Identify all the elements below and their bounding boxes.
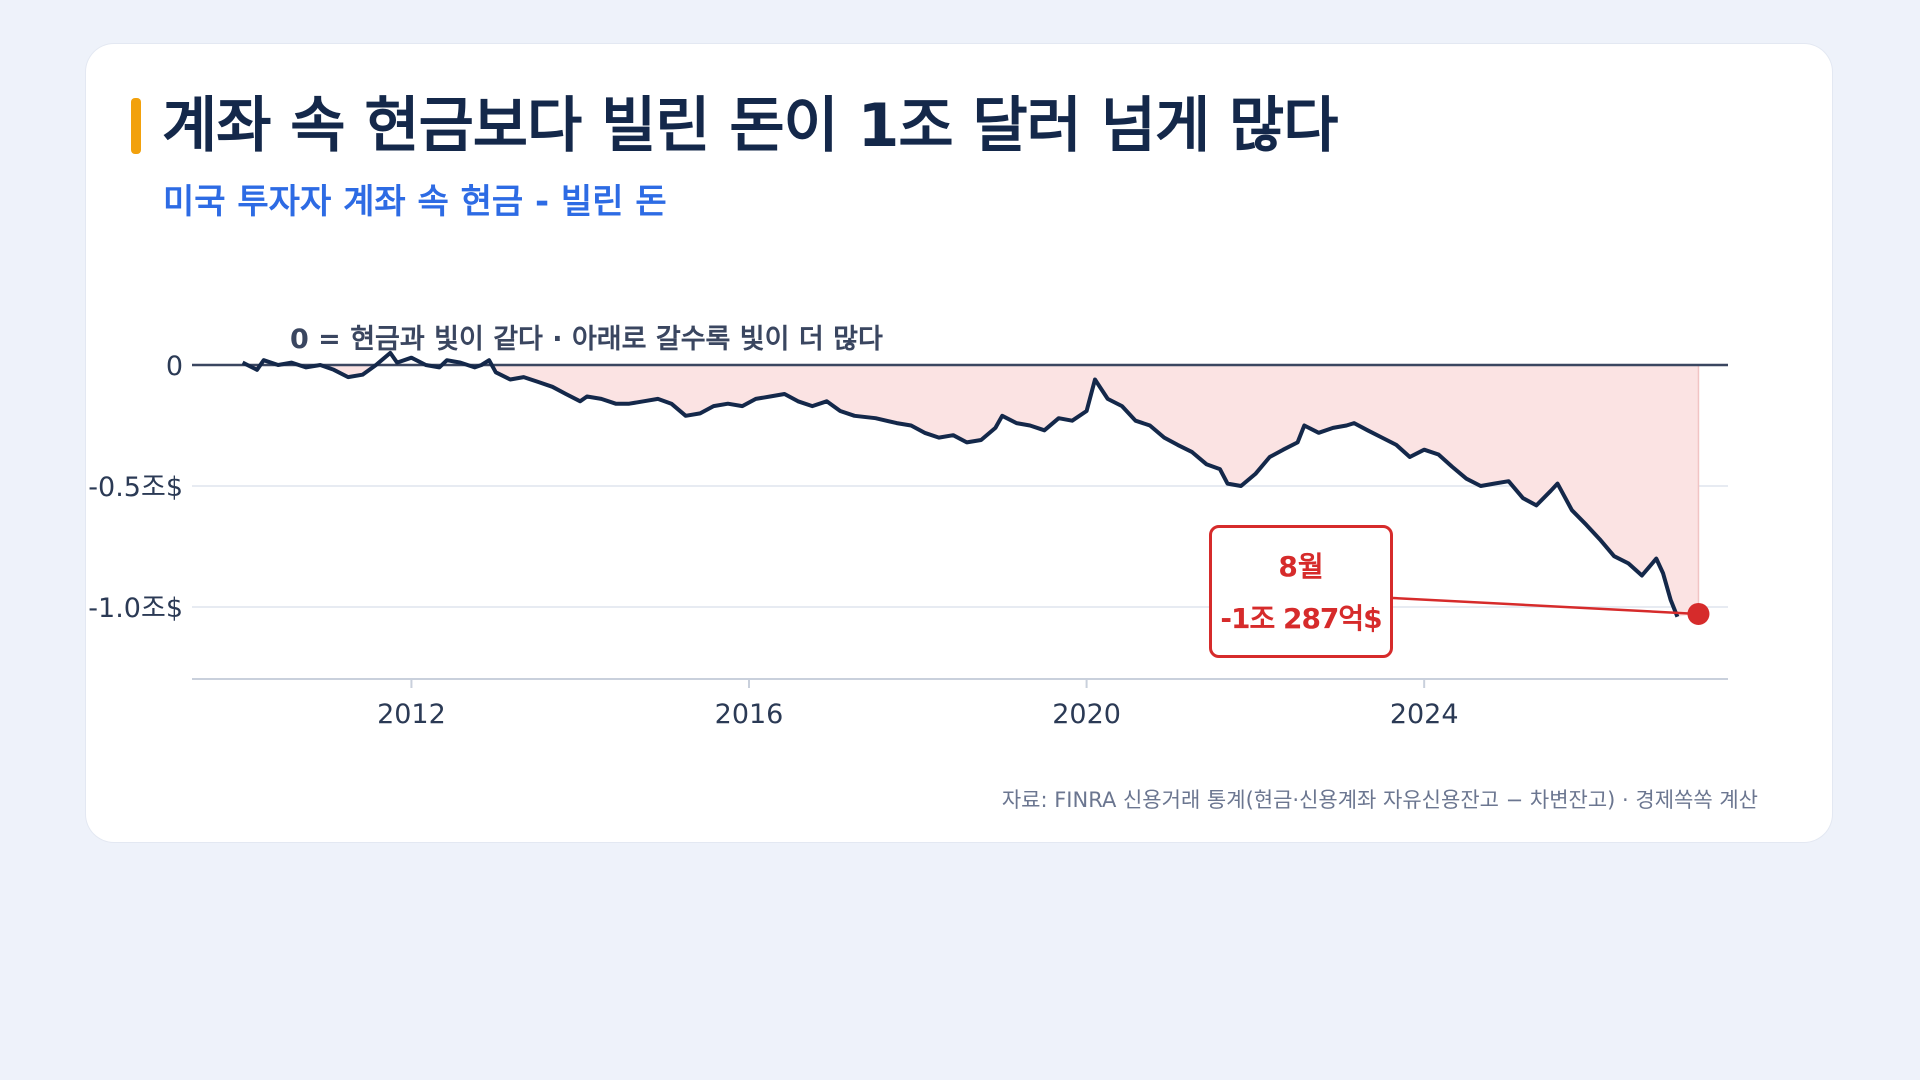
x-axis-ticks: 2012 2016 2020 2024	[377, 679, 1459, 730]
x-tick-label: 2024	[1390, 699, 1459, 730]
negative-area-fill	[242, 365, 1699, 617]
y-tick-label: 0	[166, 351, 183, 382]
callout-month-label: 8월	[1278, 550, 1324, 583]
x-tick-label: 2020	[1052, 699, 1121, 730]
page-title: 계좌 속 현금보다 빌린 돈이 1조 달러 넘게 많다	[162, 91, 1338, 161]
highlight-point	[1687, 602, 1710, 625]
chart-subtitle: 미국 투자자 계좌 속 현금 - 빌린 돈	[163, 182, 667, 222]
y-tick-label: -1.0조$	[88, 593, 183, 624]
y-axis-ticks: 0 -0.5조$ -1.0조$	[88, 351, 183, 624]
series-line	[241, 350, 1680, 618]
x-tick-label: 2012	[377, 699, 446, 730]
reference-note: 0 = 현금과 빛이 같다 · 아래로 갈수록 빛이 더 많다	[290, 324, 883, 355]
x-tick-label: 2016	[715, 699, 784, 730]
source-note: 자료: FINRA 신용거래 통계(현금·신용계좌 자유신용잔고 − 차변잔고)…	[1001, 788, 1758, 812]
grid-lines	[192, 485, 1728, 608]
callout-connector-line	[1392, 596, 1699, 616]
title-accent-bar	[131, 98, 141, 154]
y-tick-label: -0.5조$	[88, 472, 183, 503]
highlight-callout: 8월 -1조 287억$	[1209, 525, 1393, 658]
callout-value-label: -1조 287억$	[1220, 602, 1382, 635]
